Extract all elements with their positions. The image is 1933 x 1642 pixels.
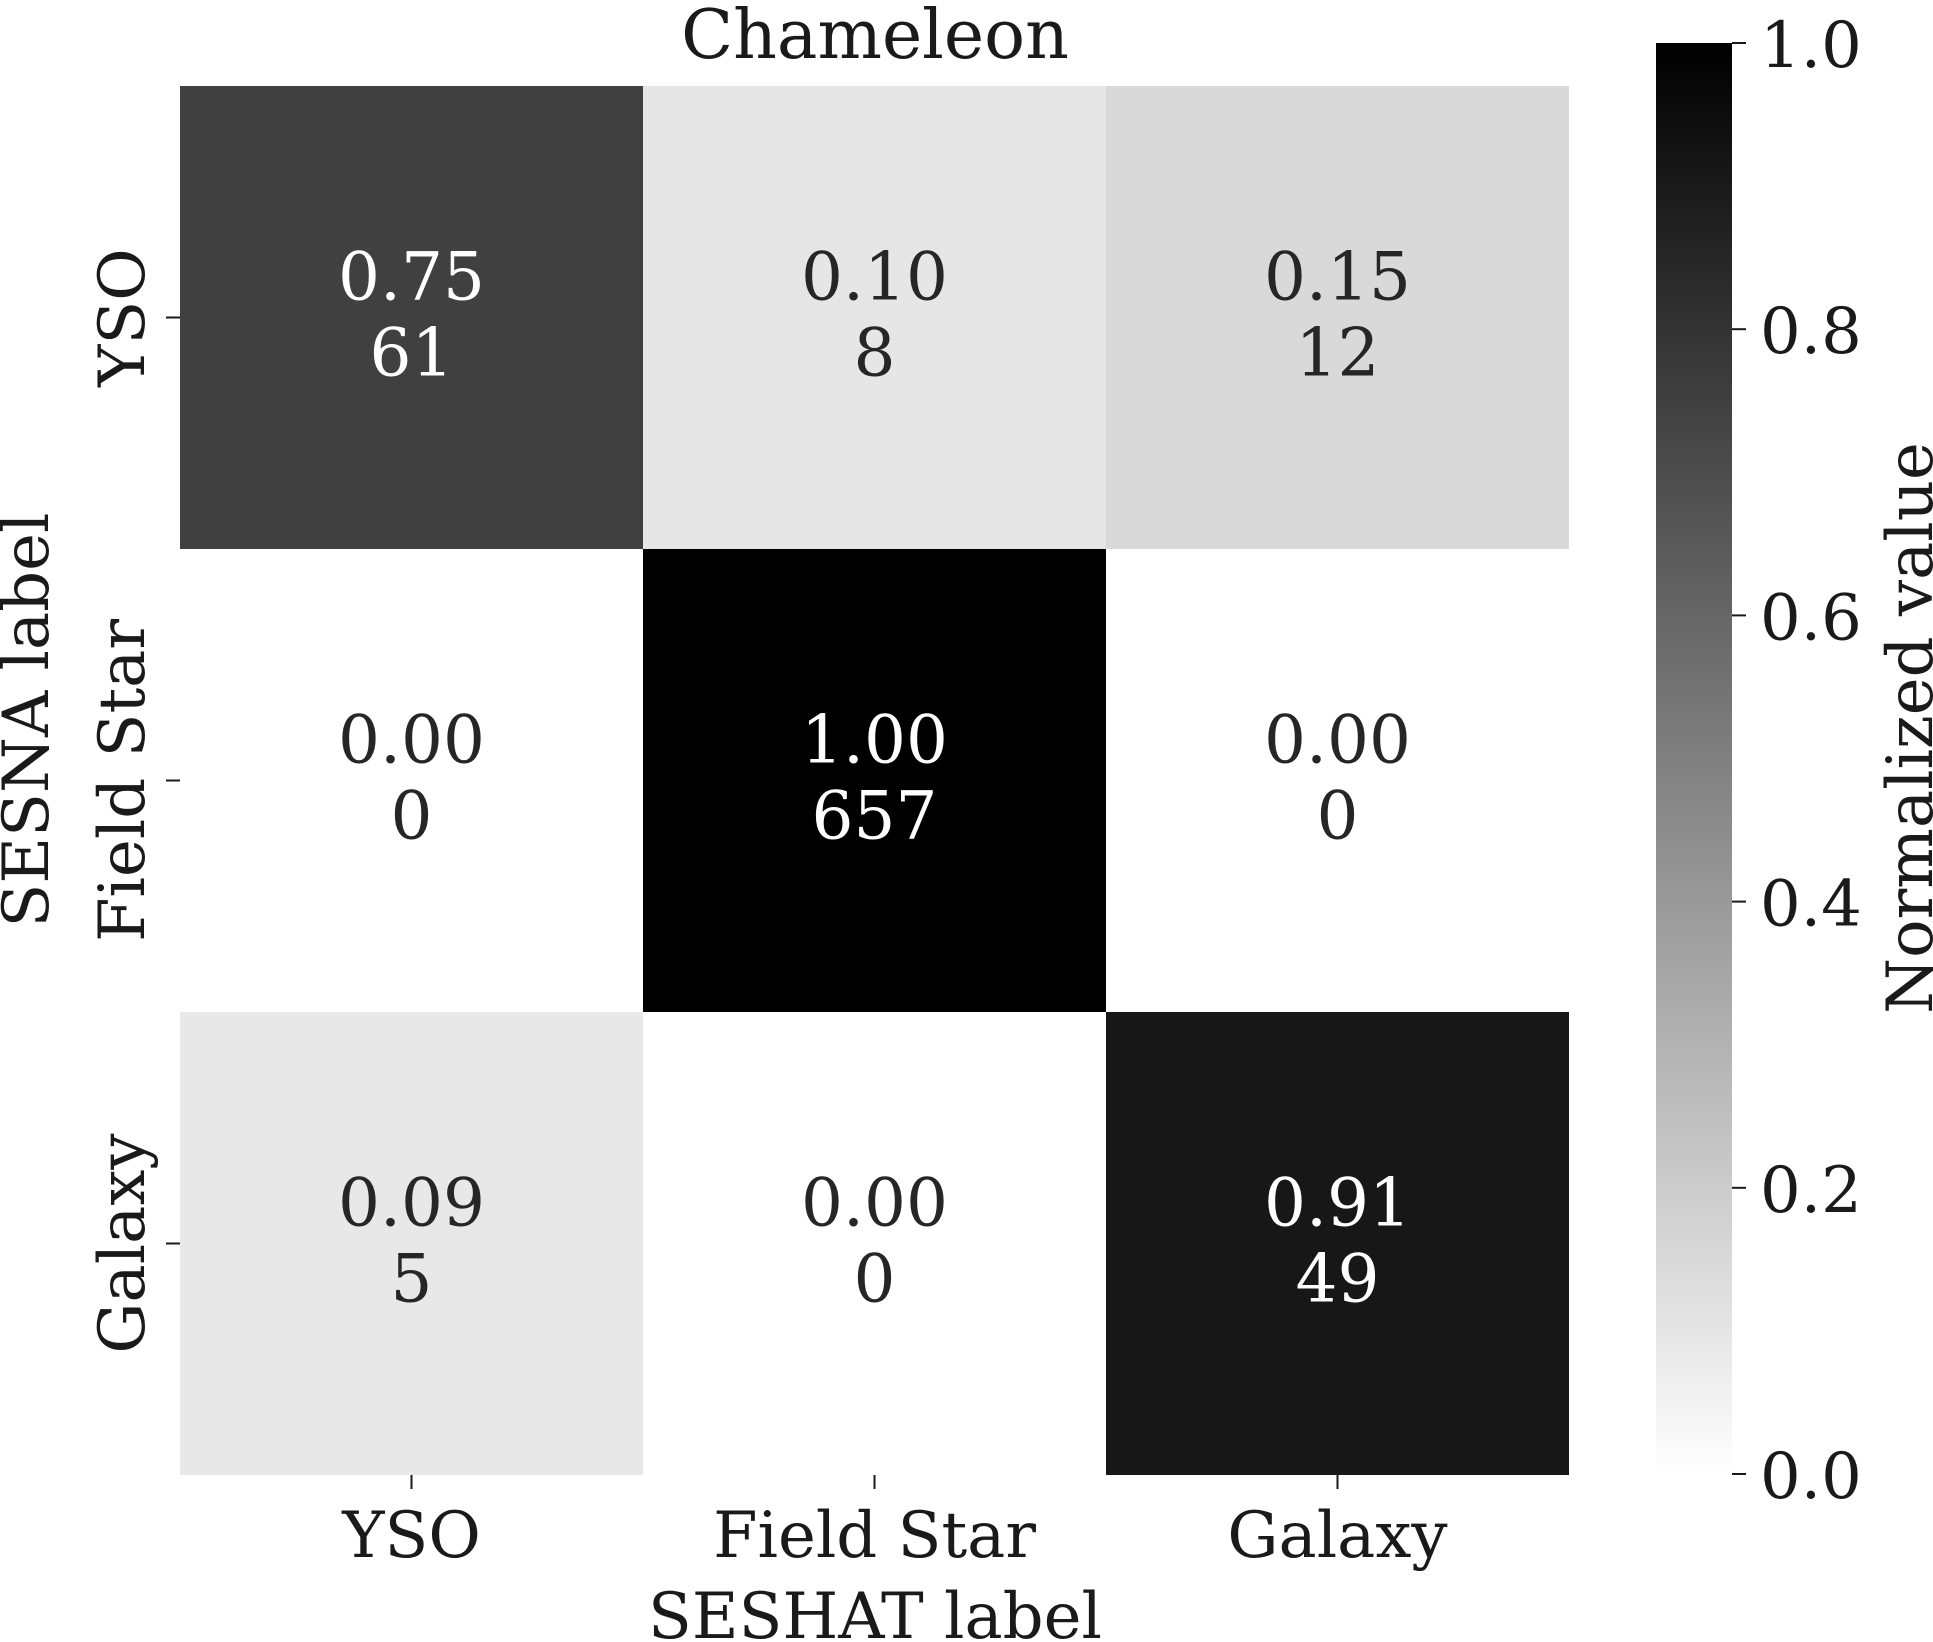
colorbar-tick-label: 0.4: [1760, 868, 1862, 942]
heatmap-cell: [180, 549, 643, 1012]
cell-value-label: 0.00: [1264, 702, 1411, 779]
chart-title: Chameleon: [681, 0, 1069, 75]
cell-count-label: 0: [1317, 778, 1359, 855]
axis-ticks: YSO Field Star Galaxy YSO Field Star Galaxy: [86, 248, 1448, 1573]
cell-value-label: 0.00: [338, 702, 485, 779]
heatmap-cell: [1106, 549, 1569, 1012]
heatmap-cell: [643, 86, 1106, 549]
colorbar-tick-label: 0.8: [1760, 295, 1862, 369]
heatmap-cells: 0.75610.1080.15120.0001.006570.0000.0950…: [180, 86, 1569, 1475]
y-tick-label: YSO: [86, 248, 160, 388]
y-axis-title: SESNA label: [0, 513, 64, 928]
cell-count-label: 0: [391, 778, 433, 855]
cell-count-label: 657: [812, 778, 938, 855]
cell-value-label: 0.00: [801, 1165, 948, 1242]
cell-count-label: 5: [391, 1241, 433, 1318]
colorbar: [1656, 43, 1732, 1474]
cell-value-label: 1.00: [801, 702, 948, 779]
cell-value-label: 0.09: [338, 1165, 485, 1242]
heatmap-cell: [643, 549, 1106, 1012]
cell-value-label: 0.15: [1264, 239, 1411, 316]
cell-value-label: 0.10: [801, 239, 948, 316]
heatmap-cell: [180, 1012, 643, 1475]
cell-count-label: 49: [1296, 1241, 1380, 1318]
cell-count-label: 61: [370, 315, 454, 392]
colorbar-tick-label: 0.2: [1760, 1154, 1862, 1228]
heatmap-cell: [180, 86, 643, 549]
y-tick-label: Field Star: [86, 619, 160, 942]
heatmap-cell: [643, 1012, 1106, 1475]
heatmap-cell: [1106, 86, 1569, 549]
x-tick-label: Field Star: [713, 1499, 1036, 1573]
colorbar-label: Normalized value: [1874, 442, 1933, 1014]
cell-count-label: 0: [854, 1241, 896, 1318]
heatmap-cell: [1106, 1012, 1569, 1475]
colorbar-tick-label: 1.0: [1760, 9, 1862, 83]
cell-value-label: 0.91: [1264, 1165, 1411, 1242]
x-axis-title: SESHAT label: [648, 1580, 1102, 1642]
x-tick-label: Galaxy: [1227, 1499, 1447, 1573]
colorbar-ticks: 0.0 0.2 0.4 0.6 0.8 1.0: [1732, 9, 1862, 1514]
colorbar-tick-label: 0.6: [1760, 581, 1862, 655]
y-tick-label: Galaxy: [86, 1133, 160, 1353]
cell-value-label: 0.75: [338, 239, 485, 316]
cell-count-label: 8: [854, 315, 896, 392]
colorbar-tick-label: 0.0: [1760, 1440, 1862, 1514]
cell-count-label: 12: [1296, 315, 1380, 392]
x-tick-label: YSO: [341, 1499, 481, 1573]
